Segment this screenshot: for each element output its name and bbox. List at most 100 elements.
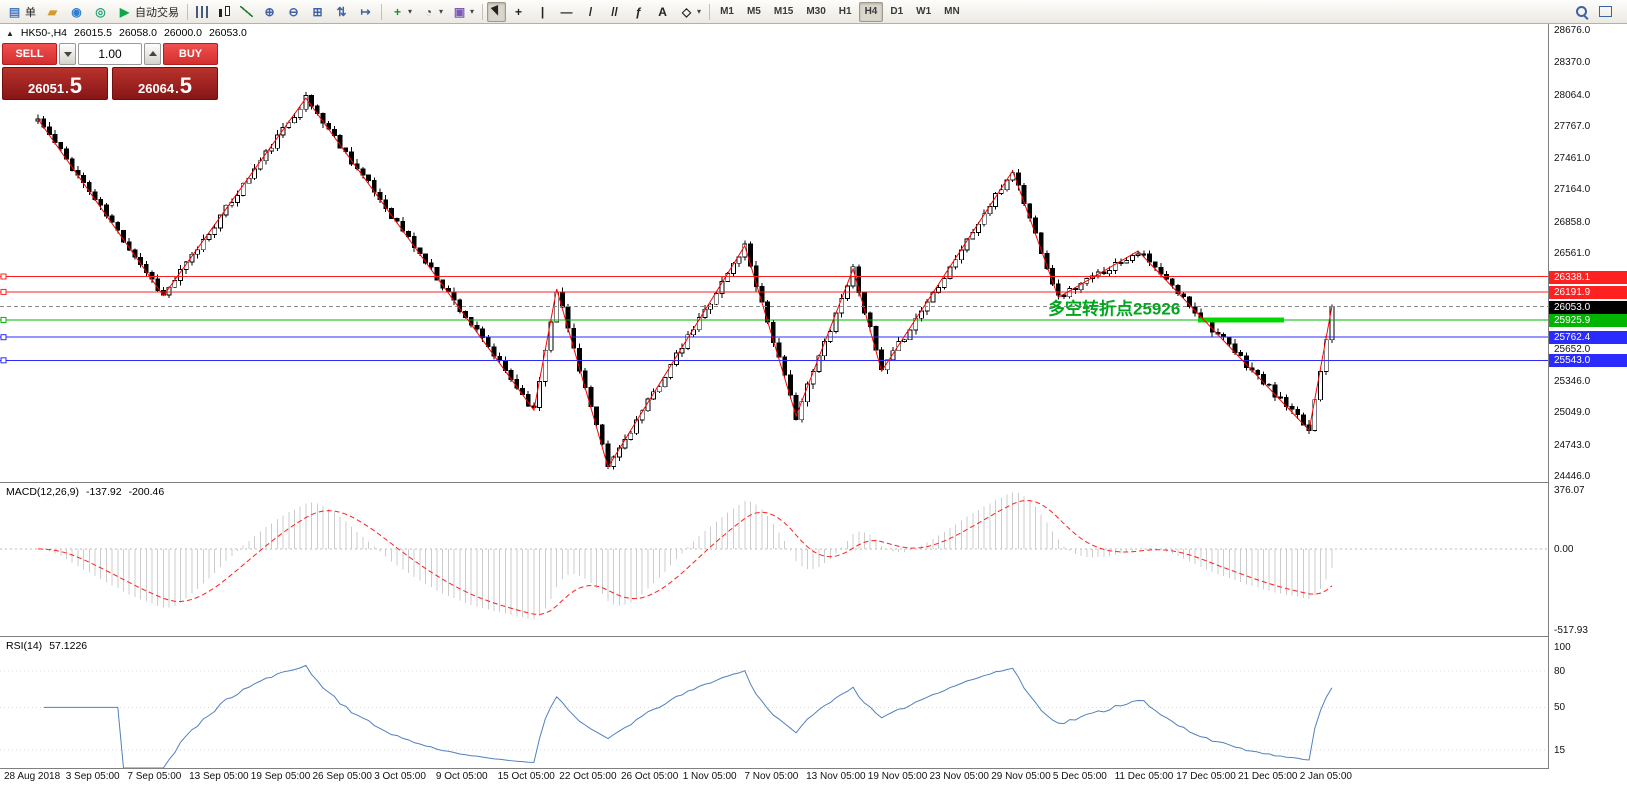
panel-separator[interactable]: [0, 768, 1627, 769]
arrange-windows[interactable]: ⇅: [330, 2, 353, 22]
plus-icon: +: [393, 4, 401, 19]
price-chart[interactable]: 多空转折点25926: [0, 24, 1548, 482]
tf-h1[interactable]: H1: [833, 2, 858, 22]
candlestick-series: [35, 92, 1335, 470]
vline-icon: |: [540, 4, 545, 19]
level-anchor-marker[interactable]: [0, 334, 7, 341]
chart-shift[interactable]: ↦: [354, 2, 377, 22]
symbol-period-label: HK50-,H4: [20, 27, 68, 39]
arrange-icon: ⇅: [336, 4, 347, 19]
sell-price-display[interactable]: 26051 . 5: [2, 67, 108, 100]
templates-menu[interactable]: ▣ ▾: [448, 2, 478, 22]
lot-decrease-button[interactable]: [59, 43, 76, 65]
add-indicator[interactable]: + ▾: [386, 2, 416, 22]
auto-trading[interactable]: ▶ 自动交易: [113, 2, 183, 22]
terminal[interactable]: ◎: [89, 2, 112, 22]
time-axis-label: 11 Dec 05:00: [1114, 771, 1174, 782]
macd-tick-label: -517.93: [1554, 625, 1588, 637]
rsi-tick-label: 50: [1554, 702, 1566, 714]
level-anchor-marker[interactable]: [0, 316, 7, 323]
rsi-panel[interactable]: RSI(14) 57.1226: [0, 637, 1548, 768]
toolbar-separator: [381, 3, 382, 20]
trendline-tool[interactable]: /: [579, 2, 602, 22]
time-axis-label: 17 Dec 05:00: [1176, 771, 1236, 782]
toolbar-button-label: 单: [25, 6, 36, 19]
rsi-chart[interactable]: [0, 637, 1548, 768]
time-axis-label: 28 Aug 2018: [4, 771, 61, 782]
level-anchor-marker[interactable]: [0, 357, 7, 364]
rsi-tick-label: 15: [1554, 744, 1566, 756]
hline-tool[interactable]: —: [555, 2, 578, 22]
market-watch[interactable]: ▰: [41, 2, 64, 22]
buy-button[interactable]: BUY: [163, 43, 218, 65]
search[interactable]: [1571, 2, 1593, 22]
rsi-indicator-name: RSI(14): [6, 640, 43, 652]
ohlc-low: 26000.0: [163, 27, 202, 39]
tile-windows[interactable]: ⊞: [306, 2, 329, 22]
toolbar-group: + | — ///ƒ A ◇ ▾: [487, 0, 705, 23]
bar-chart-mode[interactable]: [192, 2, 212, 22]
price-axis[interactable]: 28676.0 28370.0 28064.0 27767.0 27461.0 27164…: [1548, 24, 1627, 769]
price-tick-label: 25652.0: [1554, 343, 1591, 355]
vline-tool[interactable]: |: [531, 2, 554, 22]
toolbar-separator: [187, 3, 188, 20]
price-tick-label: 26858.0: [1554, 216, 1591, 228]
panel-separator[interactable]: [0, 636, 1627, 637]
panel-separator[interactable]: [0, 482, 1627, 483]
layout[interactable]: [1595, 2, 1616, 22]
fibonacci-tool[interactable]: ƒ: [627, 2, 650, 22]
ohlc-high: 26058.0: [119, 27, 157, 39]
cross-icon: +: [515, 4, 523, 19]
navigator[interactable]: ◉: [65, 2, 88, 22]
buy-price-display[interactable]: 26064 . 5: [112, 67, 218, 100]
toolbar-separator: [709, 3, 711, 20]
price-tick-label: 27461.0: [1554, 153, 1591, 165]
sell-price-int: 26051: [27, 80, 65, 96]
pivot-annotation-text[interactable]: 多空转折点25926: [1048, 298, 1180, 318]
zoom-in[interactable]: ⊕: [258, 2, 281, 22]
candlestick-mode[interactable]: [213, 2, 235, 22]
cursor-icon: [491, 5, 502, 19]
sell-button[interactable]: SELL: [2, 43, 57, 65]
main-chart-panel[interactable]: 多空转折点25926 ▲ HK50-,H4 26015.5 26058.0 26…: [0, 24, 1548, 482]
macd-panel[interactable]: MACD(12,26,9) -137.92 -200.46: [0, 483, 1548, 636]
price-tick-label: 28370.0: [1554, 57, 1591, 69]
tf-mn[interactable]: MN: [938, 2, 966, 22]
tf-h4[interactable]: H4: [858, 1, 884, 22]
level-anchor-marker[interactable]: [0, 273, 7, 280]
zigzag-line[interactable]: [37, 97, 1333, 469]
time-axis-label: 22 Oct 05:00: [559, 771, 617, 782]
tf-m1[interactable]: M1: [714, 2, 740, 22]
channel-tool[interactable]: //: [603, 2, 626, 22]
panel-collapse-icon[interactable]: ▲: [6, 29, 14, 38]
clock-icon: ◔: [424, 4, 433, 19]
level-anchor-marker[interactable]: [0, 288, 7, 295]
one-click-trade-panel: SELL BUY 26051 . 5 26064 . 5: [2, 43, 218, 100]
tf-m30[interactable]: M30: [800, 2, 831, 22]
macd-chart[interactable]: [0, 483, 1548, 636]
tf-m5[interactable]: M5: [741, 2, 767, 22]
tf-d1[interactable]: D1: [884, 2, 909, 22]
line-chart-mode[interactable]: [236, 2, 257, 22]
periods-menu[interactable]: ◔ ▾: [417, 2, 447, 22]
crosshair-tool[interactable]: +: [507, 2, 530, 22]
layout-icon: [1599, 6, 1612, 17]
tf-m15[interactable]: M15: [768, 2, 799, 22]
tile-icon: ⊞: [312, 4, 323, 19]
time-axis[interactable]: 28 Aug 2018 3 Sep 05:00 7 Sep 05:00 13 Sep …: [0, 769, 1548, 787]
lot-size-input[interactable]: [78, 43, 142, 65]
lot-increase-button[interactable]: [144, 43, 161, 65]
shapes-tool[interactable]: ◇ ▾: [675, 2, 705, 22]
text-tool[interactable]: A: [651, 2, 674, 22]
new-order[interactable]: ▤ 单: [3, 2, 40, 22]
price-tick-label: 25346.0: [1554, 376, 1591, 388]
zoom-out[interactable]: ⊖: [282, 2, 305, 22]
toolbar-right-group: [1571, 2, 1624, 22]
template-icon: ▣: [453, 4, 466, 19]
tf-w1[interactable]: W1: [910, 2, 937, 22]
price-level-badge: 25925.9: [1549, 313, 1627, 327]
cursor-tool[interactable]: [487, 1, 507, 22]
price-level-badge: 25762.4: [1549, 331, 1627, 345]
time-axis-label: 26 Sep 05:00: [312, 771, 373, 782]
